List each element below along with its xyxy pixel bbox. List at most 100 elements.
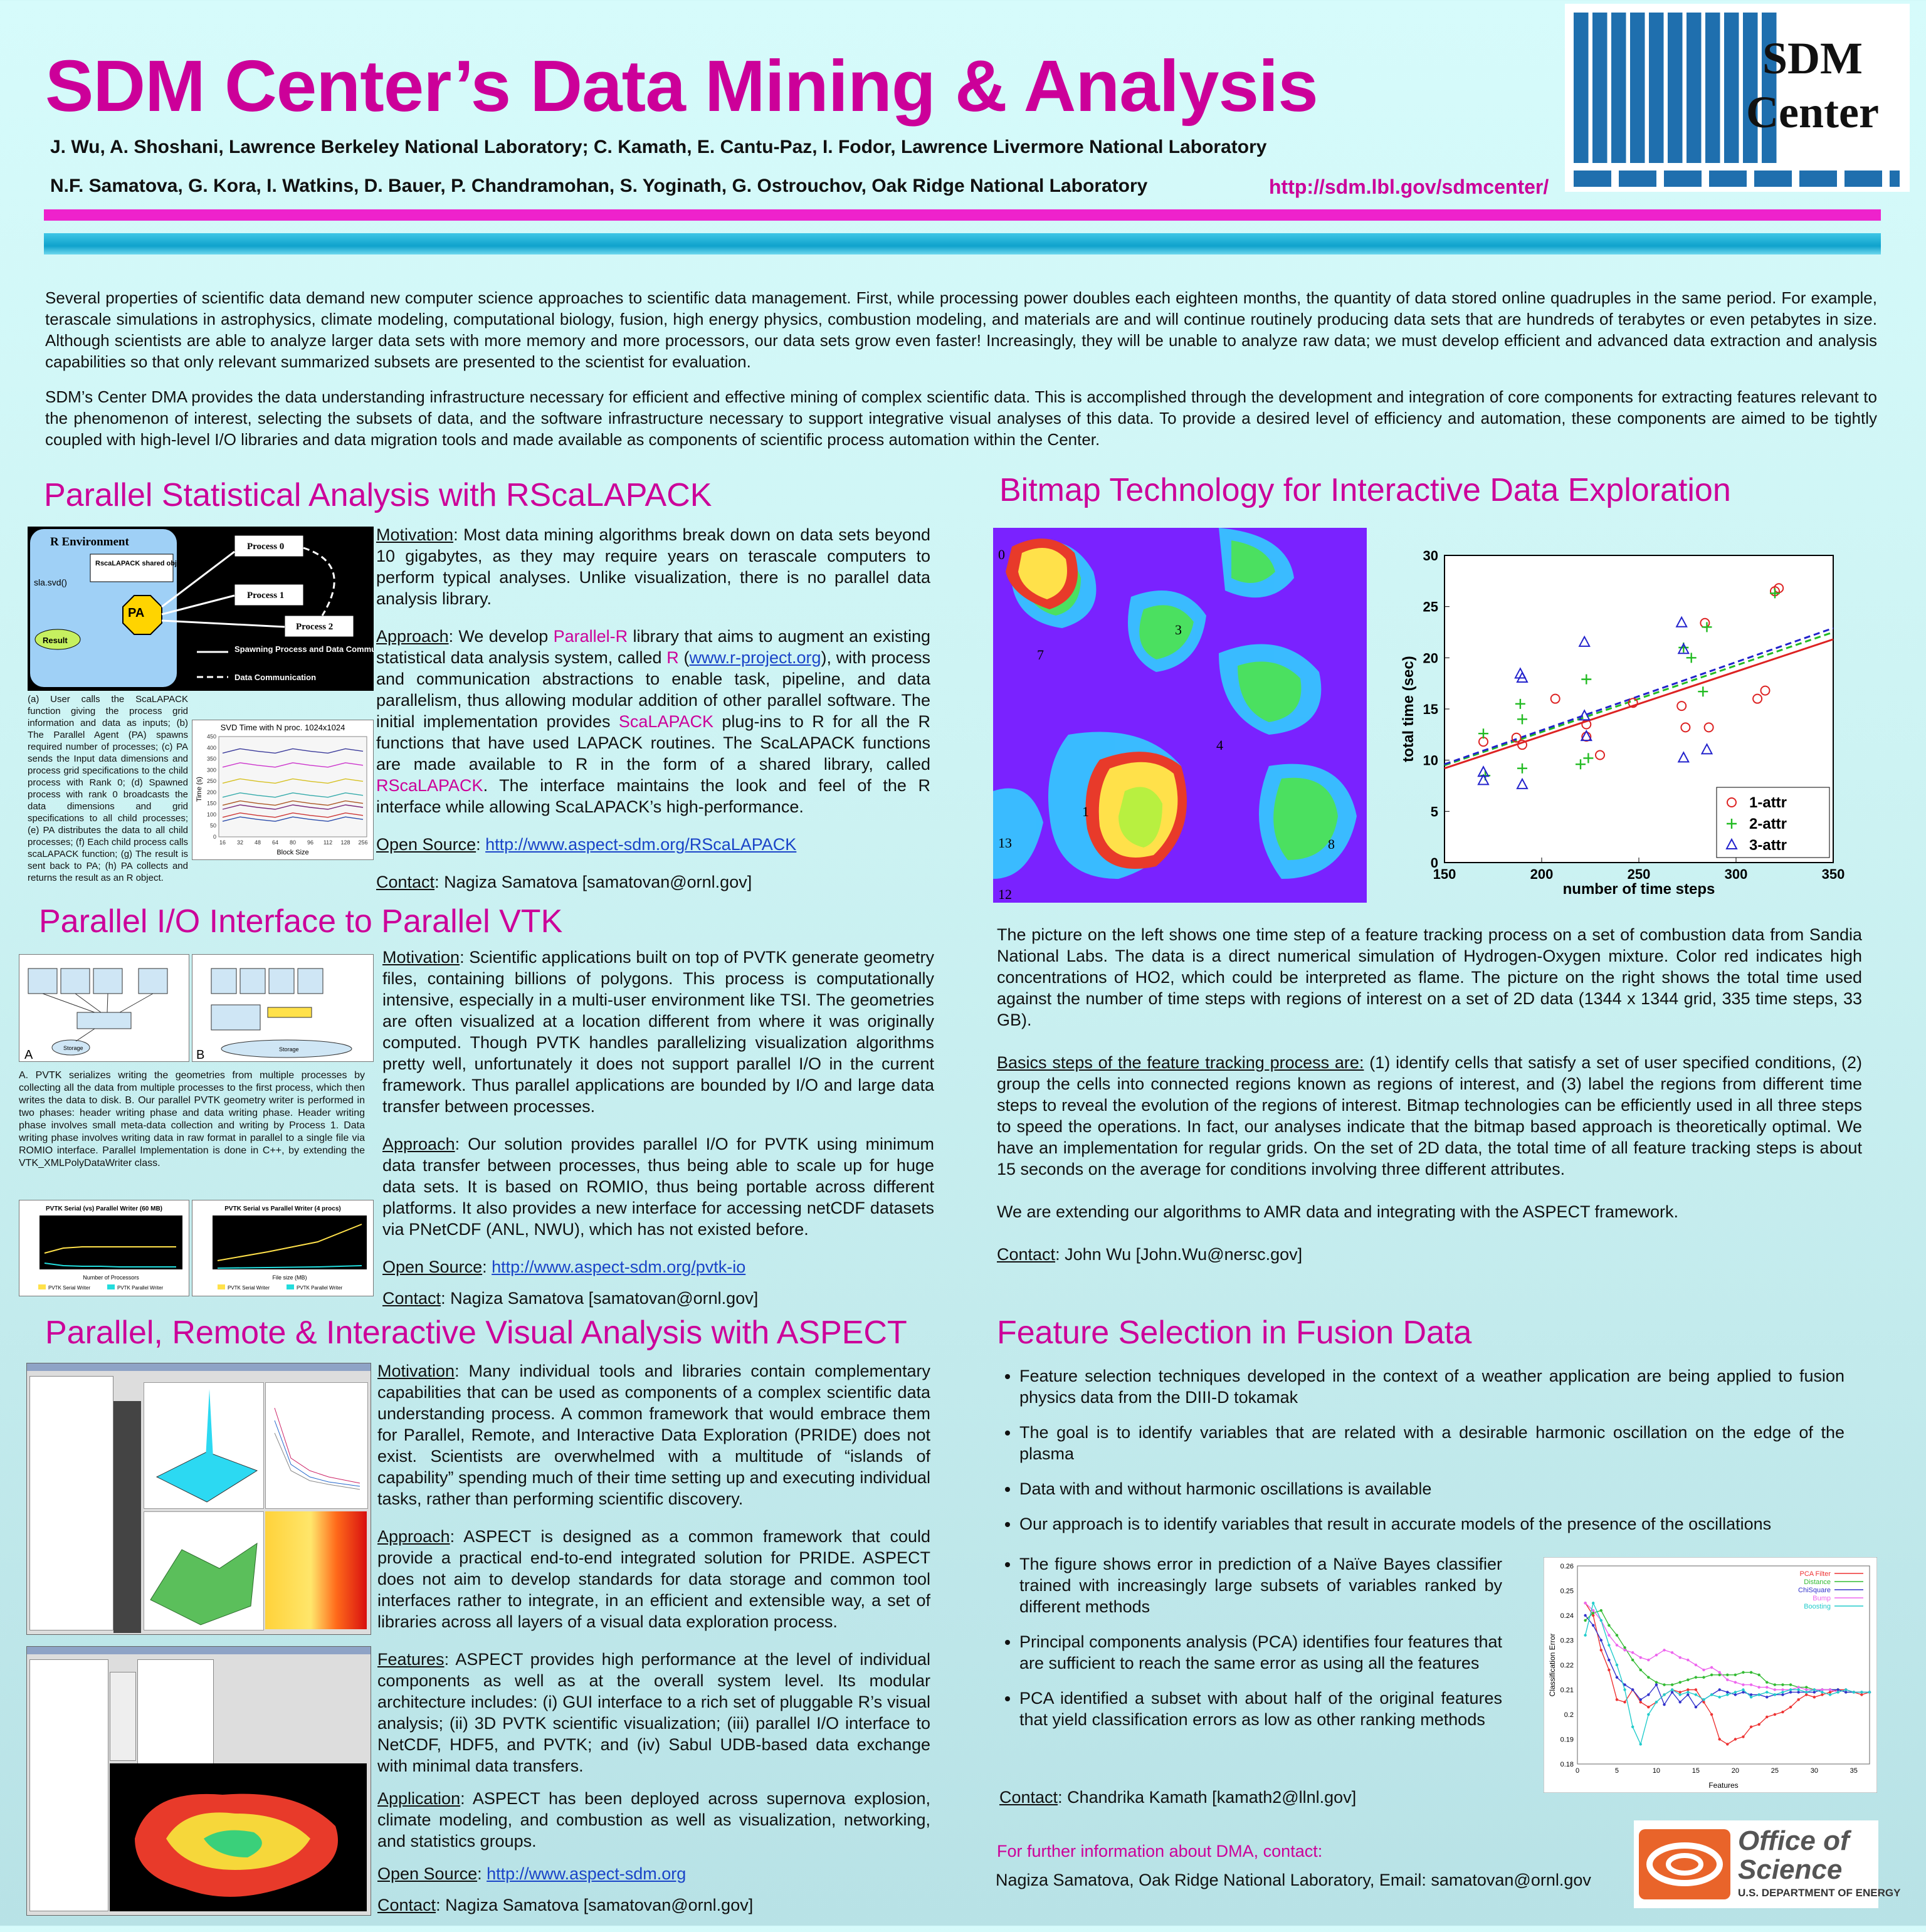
approach-label: Approach [376, 627, 449, 646]
fusion-point-Boosting [1647, 1713, 1650, 1716]
fusion-point-PCA Filter [1828, 1691, 1832, 1694]
fusion-point-Boosting [1678, 1693, 1681, 1696]
fusion-point-ChiSquare [1591, 1624, 1595, 1627]
fusion-point-Bump [1766, 1686, 1769, 1689]
further-info-label: For further information about DMA, conta… [997, 1842, 1323, 1861]
region-label-12: 12 [998, 886, 1012, 902]
header-divider-magenta [44, 209, 1881, 221]
fusion-point-Boosting [1623, 1688, 1626, 1691]
pvtk-io-link[interactable]: http://www.aspect-sdm.org/pvtk-io [492, 1257, 746, 1276]
fusion-point-PCA Filter [1694, 1688, 1698, 1691]
scatter-ytick-label: 10 [1423, 753, 1438, 769]
storage-a-label: Storage [63, 1045, 83, 1051]
pvtk-chart1-legend-serial: PVTK Serial Writer [48, 1285, 90, 1291]
fusion-point-Boosting [1828, 1693, 1832, 1696]
fusion-point-Bump [1797, 1686, 1800, 1689]
rscalapack-diagram-caption: (a) User calls the ScaLAPACK function gi… [28, 694, 188, 883]
fusion-point-Boosting [1670, 1688, 1674, 1691]
storage-b-label: Storage [279, 1046, 299, 1053]
region-label-13: 13 [998, 835, 1012, 851]
poster-title: SDM Center’s Data Mining & Analysis [45, 45, 1318, 127]
svd-ytick: 50 [210, 822, 216, 829]
fusion-point-Distance [1742, 1671, 1745, 1674]
fusion-point-ChiSquare [1797, 1691, 1800, 1694]
data-point-1-attr [1511, 732, 1522, 743]
scatter-ytick-label: 0 [1431, 855, 1438, 871]
diagram-a-label: A [24, 1048, 33, 1062]
data-point-3-attr [1700, 743, 1713, 755]
fusion-ytick-label: 0.19 [1560, 1736, 1574, 1744]
data-point-2-attr [1478, 728, 1488, 739]
time-steps-scatter-chart: 150 200 250 300 350 0 5 10 15 20 25 30 1-attr 2-attr… [1400, 548, 1845, 898]
fusion-point-Distance [1726, 1673, 1729, 1676]
fusion-point-Boosting [1742, 1688, 1745, 1691]
motivation-label: Motivation [376, 525, 454, 544]
fusion-point-Distance [1615, 1634, 1619, 1637]
fusion-point-Bump [1615, 1644, 1619, 1647]
data-point-1-attr [1628, 698, 1638, 708]
rscalapack-heading: Parallel Statistical Analysis with RScaL… [44, 477, 712, 513]
authors-line-2: N.F. Samatova, G. Kora, I. Watkins, D. B… [50, 176, 1148, 196]
svd-xtick: 16 [219, 839, 226, 846]
svd-ytick: 100 [207, 811, 216, 817]
data-point-1-attr [1703, 722, 1714, 733]
r-project-link[interactable]: www.r-project.org [689, 648, 821, 667]
scatter-xtick-label: 350 [1822, 866, 1845, 882]
fusion-point-ChiSquare [1599, 1639, 1602, 1642]
fusion-point-ChiSquare [1789, 1691, 1792, 1694]
footer-contact: Nagiza Samatova, Oak Ridge National Labo… [996, 1871, 1591, 1889]
legend-marker-1-attr [1727, 797, 1737, 807]
fusion-bullet: Data with and without harmonic oscillati… [1019, 1478, 1844, 1499]
svd-xtick: 112 [324, 839, 332, 846]
aspect-link[interactable]: http://www.aspect-sdm.org [487, 1864, 687, 1883]
fusion-point-Distance [1710, 1673, 1713, 1676]
fusion-ytick-label: 0.25 [1560, 1588, 1574, 1595]
fusion-point-PCA Filter [1797, 1698, 1800, 1701]
scatter-xlabel: number of time steps [1563, 881, 1715, 898]
scatter-ytick-label: 25 [1423, 599, 1438, 615]
fusion-point-Distance [1734, 1673, 1737, 1676]
logo-grid-graphic [1574, 13, 1781, 163]
fusion-xtick-label: 15 [1692, 1767, 1700, 1775]
fusion-point-PCA Filter [1599, 1649, 1602, 1652]
fusion-bullet: Feature selection techniques developed i… [1019, 1365, 1844, 1408]
data-point-3-attr [1516, 777, 1529, 789]
fusion-ylabel: Classification Error [1548, 1634, 1557, 1697]
fusion-point-Boosting [1852, 1691, 1856, 1694]
fusion-ytick-label: 0.21 [1560, 1687, 1574, 1694]
data-point-3-attr [1578, 709, 1591, 721]
open-source-label: Open Source [376, 835, 476, 854]
fusion-point-Boosting [1757, 1693, 1760, 1696]
fusion-point-Boosting [1599, 1619, 1602, 1622]
fusion-point-ChiSquare [1623, 1683, 1626, 1686]
rscalapack-link[interactable]: http://www.aspect-sdm.org/RScaLAPACK [485, 835, 797, 854]
contact-label: Contact [376, 873, 435, 891]
fit-line-3-attr [1444, 627, 1834, 765]
pvtk-diagram-a: Storage A [19, 954, 189, 1062]
data-point-1-attr [1676, 701, 1687, 711]
data-point-1-attr [1595, 750, 1605, 760]
svd-xtick: 80 [290, 839, 296, 846]
pvtk-chart1-xlabel: Number of Processors [83, 1274, 139, 1281]
fusion-point-PCA Filter [1813, 1696, 1816, 1699]
svd-ytick: 0 [213, 834, 216, 840]
diagram-b-label: B [196, 1048, 204, 1062]
svd-series-line [222, 792, 364, 798]
data-point-1-attr [1550, 693, 1560, 704]
fusion-point-Boosting [1718, 1696, 1721, 1699]
fusion-point-Bump [1639, 1656, 1642, 1659]
fusion-point-Bump [1631, 1651, 1634, 1654]
sdm-center-url[interactable]: http://sdm.lbl.gov/sdmcenter/ [1269, 176, 1549, 198]
fusion-ytick-label: 0.2 [1564, 1711, 1574, 1719]
fusion-point-ChiSquare [1615, 1676, 1619, 1679]
data-point-2-attr [1770, 588, 1780, 599]
fusion-point-PCA Filter [1860, 1693, 1863, 1696]
fusion-point-Boosting [1836, 1691, 1839, 1694]
svd-ytick: 400 [207, 745, 216, 751]
fusion-point-Bump [1734, 1681, 1737, 1684]
svd-xtick: 96 [307, 839, 313, 846]
svd-ytick: 450 [207, 733, 216, 740]
data-point-1-attr [1760, 685, 1771, 696]
fusion-point-PCA Filter [1742, 1735, 1745, 1738]
scatter-ytick-label: 15 [1423, 701, 1438, 717]
